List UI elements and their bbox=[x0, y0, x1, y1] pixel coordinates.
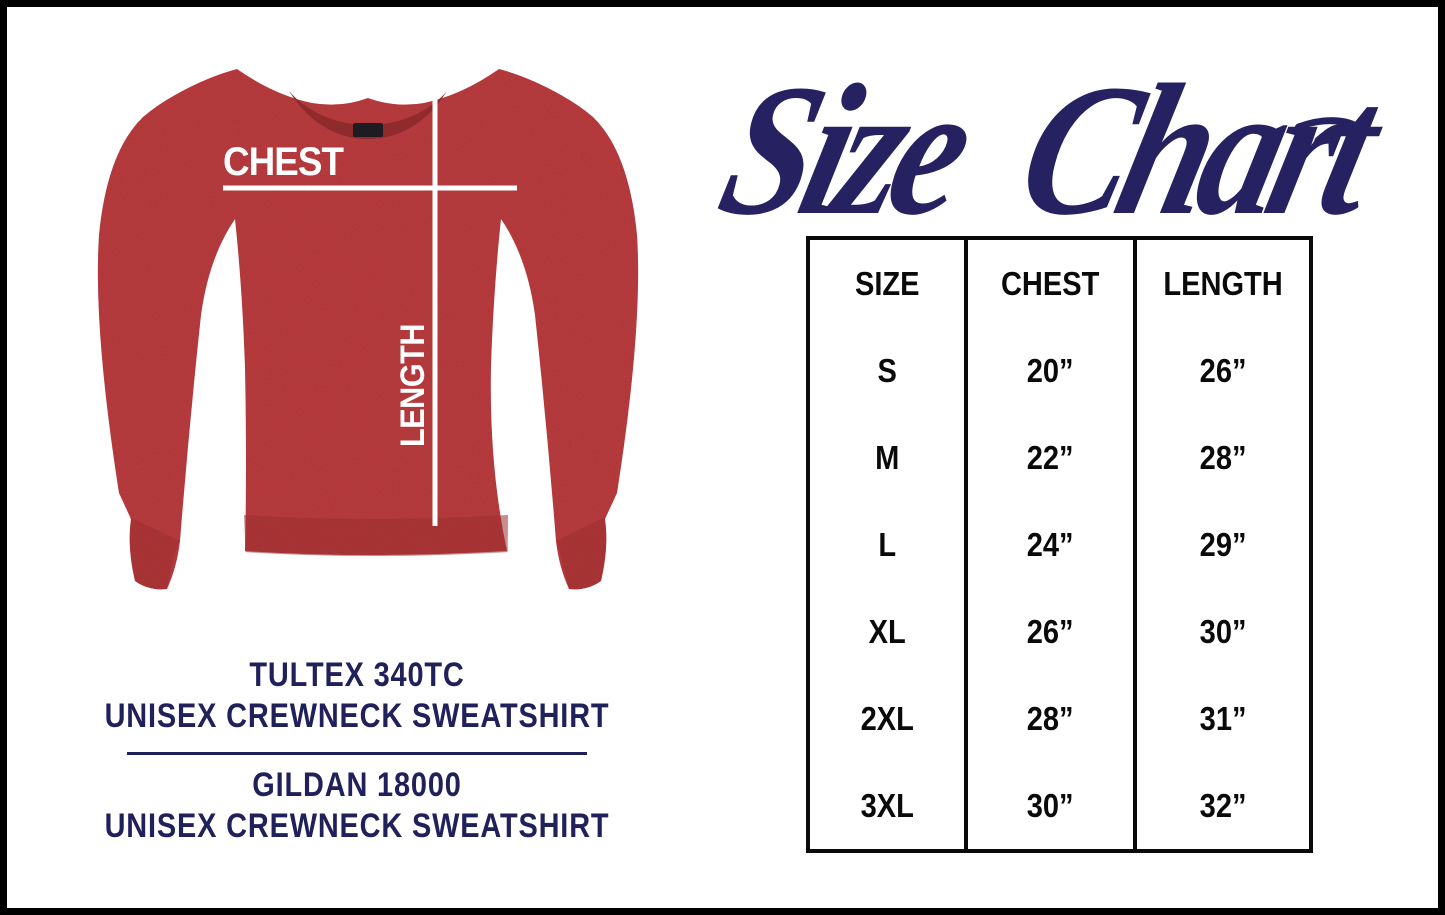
svg-text:Chart: Chart bbox=[1003, 47, 1403, 254]
svg-text:LENGTH: LENGTH bbox=[394, 324, 432, 447]
svg-text:CHEST: CHEST bbox=[223, 140, 345, 185]
svg-text:Size: Size bbox=[703, 47, 990, 254]
